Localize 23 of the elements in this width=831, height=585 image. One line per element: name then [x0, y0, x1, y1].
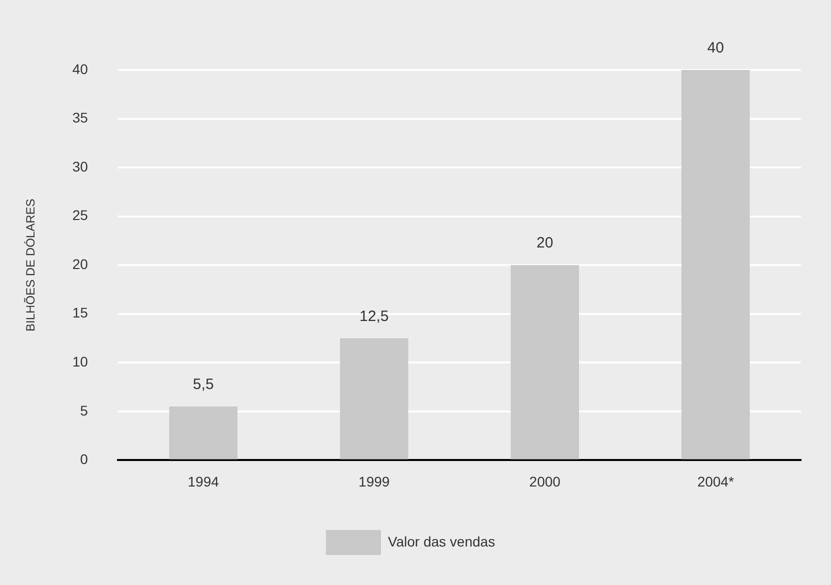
x-tick-label: 1999	[358, 473, 390, 490]
bar	[169, 406, 238, 460]
y-tick-label: 10	[72, 354, 88, 370]
data-label: 12,5	[360, 308, 389, 325]
x-tick-label: 2004*	[697, 473, 734, 490]
y-tick-label: 40	[72, 60, 88, 77]
y-tick-label: 15	[72, 304, 88, 321]
y-axis-title: BILHÕES DE DÓLARES	[24, 198, 38, 332]
y-tick-label: 25	[72, 207, 88, 224]
y-tick-label: 30	[72, 158, 88, 174]
x-tick-label: 2000	[529, 473, 561, 490]
y-tick-label: 20	[72, 256, 88, 272]
bar	[510, 265, 580, 460]
y-tick-label: 0	[80, 451, 88, 468]
x-tick-label: 1994	[188, 473, 220, 490]
data-label: 5,5	[192, 376, 214, 394]
y-tick-label: 35	[72, 110, 88, 126]
y-tick-label: 5	[80, 402, 88, 418]
data-label: 20	[536, 234, 554, 252]
bar	[681, 70, 750, 460]
data-label: 40	[707, 40, 724, 57]
legend-label: Valor das vendas	[388, 533, 496, 550]
bar	[340, 338, 408, 460]
